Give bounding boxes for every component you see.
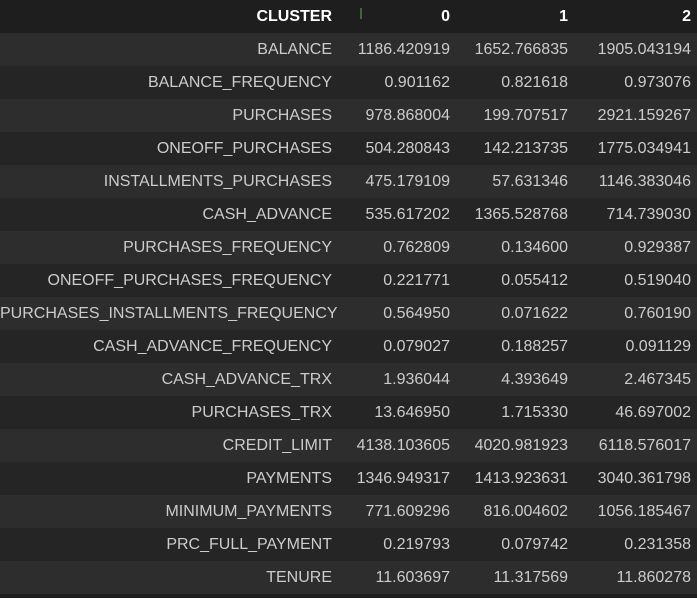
cell-cluster-1: 142.213735 [483, 140, 568, 157]
cell-cluster-0: 1.936044 [383, 371, 450, 388]
cell-cluster-2: 1146.383046 [598, 173, 691, 190]
table-row: PURCHASES_INSTALLMENTS_FREQUENCY 0.564950… [0, 297, 697, 330]
table-row: CREDIT_LIMIT 4138.103605 4020.981923 6118.5… [0, 429, 697, 462]
cell-cluster-2: 0.231358 [624, 536, 691, 553]
row-label: BALANCE_FREQUENCY [147, 74, 332, 91]
cell-cluster-0: 13.646950 [374, 404, 450, 421]
cell-cluster-1: 0.134600 [501, 239, 568, 256]
row-label: BALANCE [257, 41, 332, 58]
cell-cluster-1: 1.715330 [501, 404, 568, 421]
row-label: PURCHASES [232, 107, 332, 124]
cell-cluster-1: 0.188257 [501, 338, 568, 355]
cell-cluster-1: 4020.981923 [474, 437, 568, 454]
row-label: PAYMENTS [246, 470, 332, 487]
cell-cluster-0: 11.603697 [375, 569, 450, 586]
table-header-row: CLUSTER 0 1 2 [0, 0, 697, 33]
cell-cluster-2: 1775.034941 [597, 140, 691, 157]
cell-cluster-0: 535.617202 [365, 206, 450, 223]
row-label: CASH_ADVANCE_FREQUENCY [93, 338, 332, 355]
cell-cluster-2: 2.467345 [624, 371, 691, 388]
cell-cluster-1: 1365.528768 [474, 206, 568, 223]
cell-cluster-2: 6118.576017 [598, 437, 691, 454]
cell-cluster-0: 0.901162 [384, 74, 450, 91]
table-row: PURCHASES 978.868004 199.707517 2921.159267 [0, 99, 697, 132]
cell-cluster-1: 0.821618 [501, 74, 568, 91]
table-row: PAYMENTS 1346.949317 1413.923631 3040.36179… [0, 462, 697, 495]
table-row: CASH_ADVANCE_TRX 1.936044 4.393649 2.467345 [0, 363, 697, 396]
header-cluster-2: 2 [574, 0, 697, 33]
row-label: MINIMUM_PAYMENTS [165, 503, 332, 520]
table-row: BALANCE_FREQUENCY 0.901162 0.821618 0.97307… [0, 66, 697, 99]
cell-cluster-0: 4138.103605 [356, 437, 450, 454]
cell-cluster-2: 0.760190 [624, 305, 691, 322]
cell-cluster-2: 714.739030 [606, 206, 691, 223]
cell-cluster-0: 1346.949317 [356, 470, 450, 487]
cell-cluster-0: 475.179109 [365, 173, 450, 190]
header-cluster-1: 1 [456, 0, 574, 33]
cell-cluster-1: 0.071622 [501, 305, 568, 322]
cell-cluster-2: 2921.159267 [597, 107, 691, 124]
cell-cluster-2: 1905.043194 [597, 41, 691, 58]
table-row: BALANCE 1186.420919 1652.766835 1905.043194 [0, 33, 697, 66]
table-body: BALANCE 1186.420919 1652.766835 1905.043194… [0, 33, 697, 594]
row-label: CASH_ADVANCE [202, 206, 332, 223]
table-row: INSTALLMENTS_PURCHASES 475.179109 57.63134… [0, 165, 697, 198]
cell-cluster-1: 57.631346 [492, 173, 568, 190]
table-row: ONEOFF_PURCHASES 504.280843 142.213735 1775… [0, 132, 697, 165]
cell-cluster-1: 0.055412 [501, 272, 568, 289]
cell-cluster-1: 0.079742 [501, 536, 568, 553]
cell-cluster-1: 199.707517 [483, 107, 568, 124]
cell-cluster-0: 1186.420919 [357, 41, 450, 58]
cell-cluster-1: 4.393649 [501, 371, 568, 388]
table-row: PURCHASES_TRX 13.646950 1.715330 46.697002 [0, 396, 697, 429]
header-cluster-0: 0 [338, 0, 456, 33]
cell-cluster-2: 0.929387 [624, 239, 691, 256]
row-label: ONEOFF_PURCHASES [156, 140, 332, 157]
row-label: PURCHASES_TRX [191, 404, 332, 421]
cell-cluster-0: 0.564950 [383, 305, 450, 322]
resize-handle-marker[interactable] [360, 8, 362, 19]
table-row: CASH_ADVANCE_FREQUENCY 0.079027 0.188257 0.… [0, 330, 697, 363]
cell-cluster-0: 0.219793 [383, 536, 450, 553]
table-row: PURCHASES_FREQUENCY 0.762809 0.134600 0.929… [0, 231, 697, 264]
cell-cluster-2: 3040.361798 [597, 470, 691, 487]
cell-cluster-1: 816.004602 [483, 503, 568, 520]
cell-cluster-1: 11.317569 [493, 569, 568, 586]
row-label: CREDIT_LIMIT [222, 437, 332, 454]
cell-cluster-2: 46.697002 [615, 404, 691, 421]
cell-cluster-0: 0.079027 [383, 338, 450, 355]
cell-cluster-1: 1652.766835 [474, 41, 568, 58]
cell-cluster-2: 1056.185467 [597, 503, 691, 520]
table-row: CASH_ADVANCE 535.617202 1365.528768 714.739… [0, 198, 697, 231]
header-index-label: CLUSTER [0, 0, 338, 33]
cell-cluster-0: 0.221771 [383, 272, 450, 289]
row-label: CASH_ADVANCE_TRX [161, 371, 332, 388]
cell-cluster-0: 0.762809 [383, 239, 450, 256]
row-label: PRC_FULL_PAYMENT [166, 536, 332, 553]
table-row: PRC_FULL_PAYMENT 0.219793 0.079742 0.231358 [0, 528, 697, 561]
cell-cluster-2: 0.973076 [624, 74, 691, 91]
cell-cluster-2: 0.091129 [625, 338, 691, 355]
cell-cluster-0: 771.609296 [365, 503, 450, 520]
cell-cluster-0: 504.280843 [365, 140, 450, 157]
row-label: TENURE [266, 569, 332, 586]
table-row: MINIMUM_PAYMENTS 771.609296 816.004602 1056… [0, 495, 697, 528]
row-label: ONEOFF_PURCHASES_FREQUENCY [47, 272, 333, 289]
cell-cluster-2: 0.519040 [624, 272, 691, 289]
row-label: INSTALLMENTS_PURCHASES [103, 173, 332, 190]
table-row: ONEOFF_PURCHASES_FREQUENCY 0.221771 0.0554… [0, 264, 697, 297]
row-label: PURCHASES_INSTALLMENTS_FREQUENCY [0, 305, 338, 322]
table-row: TENURE 11.603697 11.317569 11.860278 [0, 561, 697, 594]
cell-cluster-0: 978.868004 [365, 107, 450, 124]
cell-cluster-2: 11.860278 [616, 569, 691, 586]
row-label: PURCHASES_FREQUENCY [123, 239, 332, 256]
cell-cluster-1: 1413.923631 [474, 470, 568, 487]
